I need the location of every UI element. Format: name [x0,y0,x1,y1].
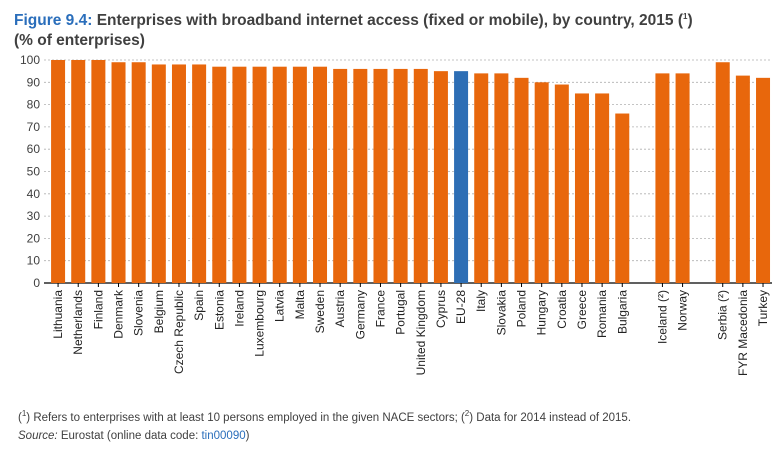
bar-poland [514,77,529,283]
bar-france [373,68,388,283]
x-tick-label: Slovenia [132,290,146,336]
bar-slovakia [494,73,509,283]
x-tick-label: Belgium [152,290,166,333]
x-tick-label: Serbia (²) [716,290,730,340]
y-tick-label: 30 [27,209,41,223]
bar-czech-republic [171,64,186,284]
y-tick-label: 80 [27,98,41,112]
bar-netherlands [71,60,86,283]
figure-label: Figure 9.4: [14,12,93,30]
bar-chart: 0 10 20 30 40 50 60 70 80 90 100 Lithuania Netherlan… [20,53,772,376]
figure-title-text: Enterprises with broadband internet acce… [96,12,683,30]
x-tick-label: Greece [575,290,589,330]
bar-luxembourg [252,66,267,283]
bar-estonia [212,66,227,283]
x-tick-label: Bulgaria [615,290,629,334]
chart-subtitle: (% of enterprises) [14,32,145,50]
bar-greece [574,93,589,283]
bar-germany [353,68,368,283]
bar-spain [192,64,207,284]
x-tick-label: FYR Macedonia [736,290,750,376]
x-tick-label: Portugal [394,290,408,335]
x-tick-label: Ireland [232,290,246,327]
x-tick-label: Turkey [756,290,770,326]
bar-cyprus [433,71,448,284]
source-text: Eurostat (online data code: [57,430,202,442]
title-close: ) [687,12,693,30]
x-tick-label: Iceland (²) [655,290,669,344]
bar-malta [292,66,307,283]
x-tick-label: Italy [474,290,488,312]
bar-slovenia [131,62,146,284]
x-tick-label: Denmark [112,289,126,339]
x-tick-label: Lithuania [51,290,65,339]
source-label: Source: [18,430,58,442]
x-tick-label: Norway [676,290,690,331]
x-tick-label: Germany [353,290,367,339]
note2-text: Data for 2014 instead of 2015. [473,411,632,424]
y-tick-label: 10 [27,254,41,268]
bar-fyr-macedonia [735,75,750,283]
bar-austria [333,68,348,283]
bar-lithuania [51,60,66,283]
bar-iceland- [655,73,670,283]
bar-belgium [151,64,166,284]
x-tick-label: Croatia [555,290,569,329]
bar-united-kingdom [413,68,428,283]
bar-eu-28 [454,71,469,284]
chart-title-block: Figure 9.4: Enterprises with broadband i… [14,7,774,51]
y-tick-label: 50 [27,165,41,179]
x-tick-label: Latvia [273,290,287,322]
y-tick-label: 100 [20,53,40,67]
x-tick-label: Malta [293,290,307,320]
x-tick-label: Luxembourg [253,290,267,357]
source-code-link[interactable]: tin00090 [201,430,246,442]
x-tick-label: Spain [192,290,206,321]
bar-turkey [756,77,771,283]
y-tick-label: 90 [27,75,41,89]
bar-ireland [232,66,247,283]
bar-romania [595,93,610,283]
bar-finland [91,60,106,283]
bar-italy [474,73,489,283]
bar-bulgaria [615,113,630,284]
bar-sweden [313,66,328,283]
y-tick-label: 60 [27,142,41,156]
y-tick-label: 40 [27,187,41,201]
chart-title: Figure 9.4: Enterprises with broadband i… [14,7,774,31]
x-tick-label: Estonia [212,290,226,330]
bar-portugal [393,68,408,283]
footnote-source: Source: Eurostat (online data code: tin0… [18,430,249,442]
bar-latvia [272,66,287,283]
y-tick-label: 20 [27,231,41,245]
note2-marker: 2 [464,409,470,418]
y-tick-label: 70 [27,120,41,134]
x-tick-label: Cyprus [434,290,448,328]
x-tick-label: Czech Republic [172,290,186,374]
bar-hungary [534,82,549,283]
x-tick-label: EU-28 [454,290,468,324]
x-tick-label: Slovakia [494,290,508,336]
bar-norway [675,73,690,283]
bar-denmark [111,62,126,284]
x-tick-label: United Kingdom [414,290,428,375]
bar-croatia [554,84,569,283]
x-tick-label: France [373,290,387,328]
bar-serbia- [715,62,730,284]
note1-marker: 1 [21,409,27,418]
x-tick-label: Poland [515,290,529,327]
source-close: ) [245,430,250,442]
x-tick-label: Netherlands [71,290,85,355]
x-tick-label: Finland [91,290,105,329]
x-tick-label: Romania [595,290,609,338]
title-note-marker: 1 [682,12,688,21]
x-tick-label: Hungary [535,290,549,335]
x-tick-label: Sweden [313,290,327,333]
y-tick-label: 0 [33,276,40,290]
note1-text: Refers to enterprises with at least 10 p… [30,411,465,424]
x-tick-label: Austria [333,290,347,328]
footnote-notes: (1) Refers to enterprises with at least … [18,409,632,424]
